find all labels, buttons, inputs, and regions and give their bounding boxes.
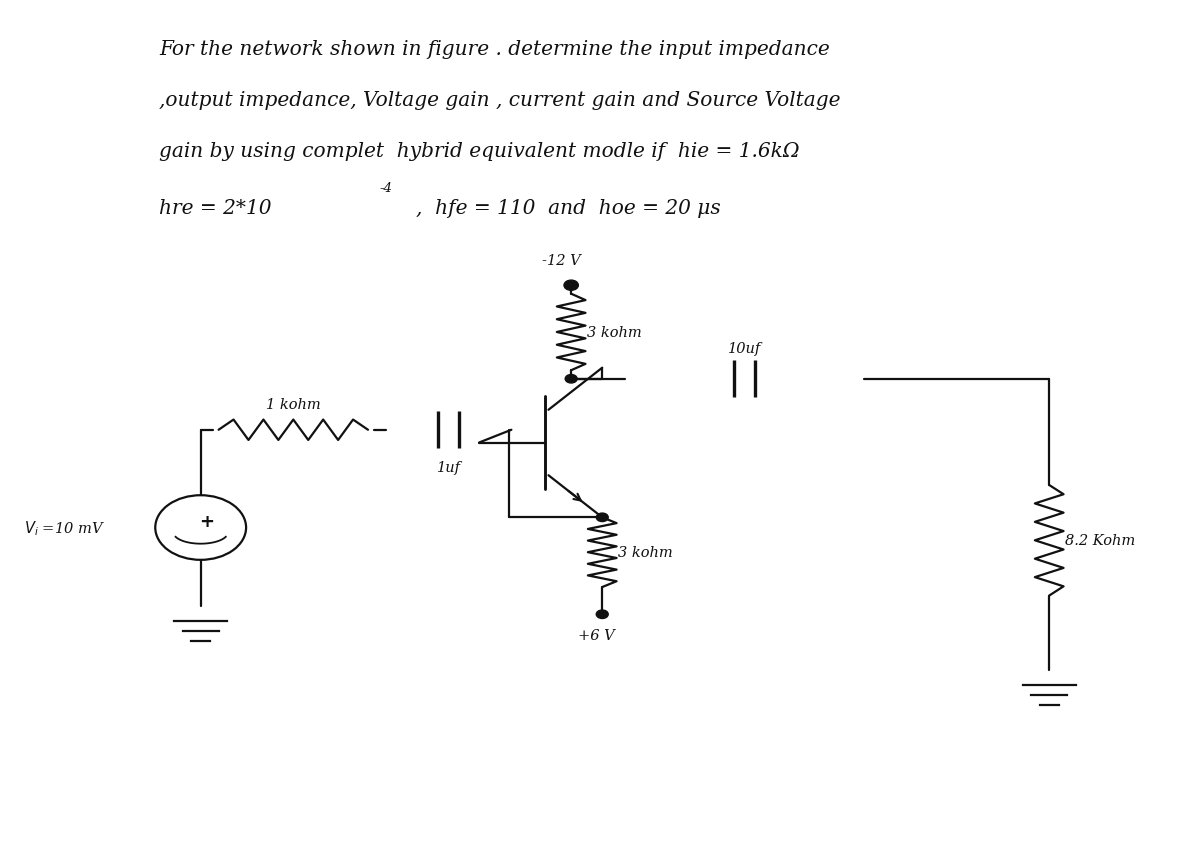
Circle shape xyxy=(596,610,608,619)
Text: 1uf: 1uf xyxy=(437,460,461,474)
Text: -12 V: -12 V xyxy=(542,253,581,268)
Text: $V_i$ =10 mV: $V_i$ =10 mV xyxy=(24,519,106,538)
Text: 3 kohm: 3 kohm xyxy=(618,545,672,560)
Text: gain by using complet  hybrid equivalent modle if  hie = 1.6kΩ: gain by using complet hybrid equivalent … xyxy=(158,141,799,160)
Text: ,  hfe = 110  and  hoe = 20 μs: , hfe = 110 and hoe = 20 μs xyxy=(416,199,720,217)
Text: +: + xyxy=(199,512,214,530)
Text: 10uf: 10uf xyxy=(728,342,761,355)
Text: -4: -4 xyxy=(380,181,392,194)
Text: 1 kohm: 1 kohm xyxy=(266,398,320,412)
Circle shape xyxy=(564,281,578,291)
Text: ,output impedance, Voltage gain , current gain and Source Voltage: ,output impedance, Voltage gain , curren… xyxy=(158,90,840,110)
Text: 3 kohm: 3 kohm xyxy=(587,325,642,340)
Text: +6 V: +6 V xyxy=(578,628,614,642)
Text: For the network shown in figure . determine the input impedance: For the network shown in figure . determ… xyxy=(158,39,829,59)
Circle shape xyxy=(596,514,608,522)
Text: 8.2 Kohm: 8.2 Kohm xyxy=(1064,533,1135,548)
Circle shape xyxy=(565,375,577,383)
Text: hre = 2*10: hre = 2*10 xyxy=(158,199,271,217)
